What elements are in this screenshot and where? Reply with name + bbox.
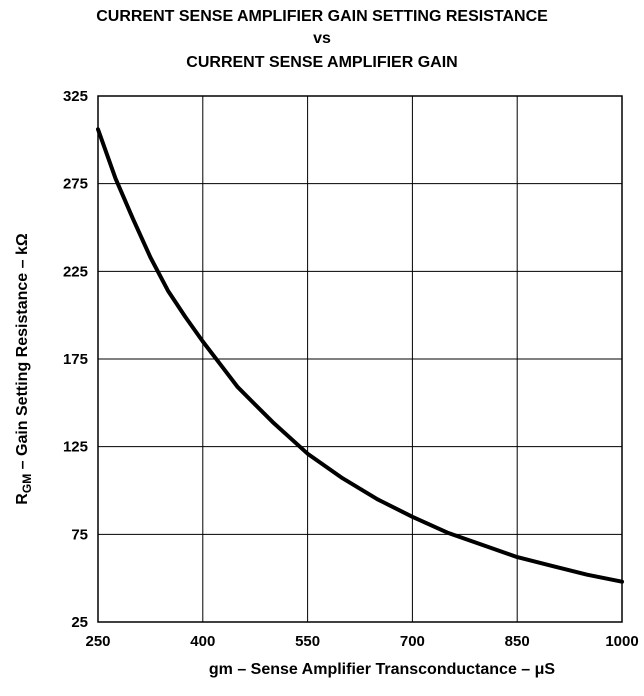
y-tick-label: 25: [71, 614, 88, 631]
x-tick-label: 700: [400, 633, 425, 650]
y-tick-label: 325: [63, 88, 88, 105]
y-axis-label-subscript: GM: [20, 474, 34, 493]
y-axis-label-main: R: [14, 493, 31, 505]
y-tick-label: 225: [63, 263, 88, 280]
x-tick-label: 1000: [605, 633, 638, 650]
chart-title-line-2: vs: [313, 30, 331, 47]
y-axis-label-rest: – Gain Setting Resistance – kΩ: [14, 233, 31, 474]
x-tick-label: 550: [295, 633, 320, 650]
y-tick-label: 175: [63, 351, 88, 368]
y-tick-label: 125: [63, 439, 88, 456]
y-tick-label: 75: [71, 526, 88, 543]
x-tick-label: 400: [190, 633, 215, 650]
plot-frame: [97, 95, 623, 623]
x-tick-label: 250: [85, 633, 110, 650]
chart-title-line-1: CURRENT SENSE AMPLIFIER GAIN SETTING RES…: [96, 8, 548, 25]
y-tick-labels: 25 75 125 175 225 275 325: [63, 88, 88, 631]
grid-lines: [97, 95, 623, 623]
chart-title-line-3: CURRENT SENSE AMPLIFIER GAIN: [186, 54, 458, 71]
y-tick-label: 275: [63, 176, 88, 193]
x-tick-label: 850: [505, 633, 530, 650]
series-line: [96, 127, 624, 584]
y-axis-label: RGM – Gain Setting Resistance – kΩ: [14, 233, 34, 505]
x-tick-labels: 250 400 550 700 850 1000: [85, 633, 638, 650]
x-axis-label: gm – Sense Amplifier Transconductance – …: [209, 661, 556, 678]
